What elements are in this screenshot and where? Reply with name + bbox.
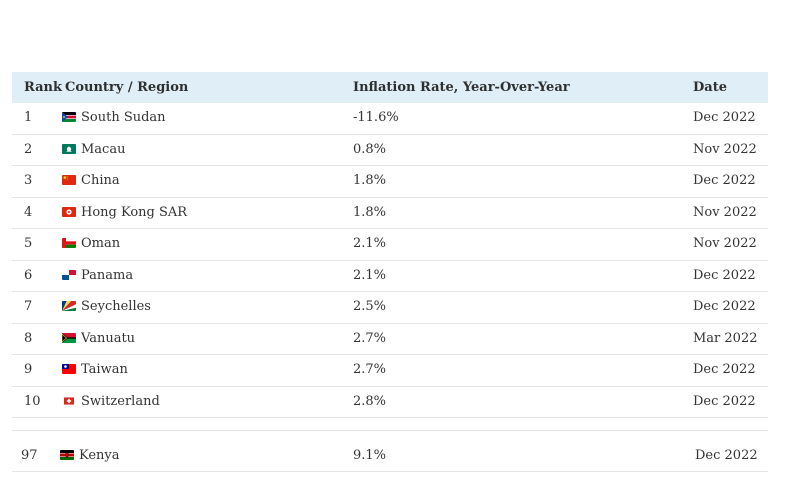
country-name[interactable]: Vanuatu bbox=[81, 330, 136, 346]
country-cell[interactable]: South Sudan bbox=[62, 103, 166, 133]
rank-cell: 2 bbox=[24, 141, 33, 157]
date-cell: Dec 2022 bbox=[693, 362, 756, 377]
country-cell[interactable]: Switzerland bbox=[62, 387, 160, 417]
date-cell: Dec 2022 bbox=[693, 110, 756, 125]
rate-cell: 2.1% bbox=[353, 267, 387, 283]
header-country[interactable]: Country / Region bbox=[65, 80, 189, 95]
country-cell[interactable]: Seychelles bbox=[62, 292, 151, 322]
rate-cell: 2.8% bbox=[353, 393, 387, 409]
country-cell[interactable]: Macau bbox=[62, 135, 125, 165]
china-flag-icon bbox=[62, 175, 76, 185]
date-cell: Dec 2022 bbox=[693, 173, 756, 188]
country-cell[interactable]: Oman bbox=[62, 229, 120, 259]
table-row: 5 Oman 2.1% Nov 2022 bbox=[12, 229, 768, 261]
country-cell[interactable]: Hong Kong SAR bbox=[62, 198, 187, 228]
rate-cell: -11.6% bbox=[353, 110, 399, 125]
country-name[interactable]: Macau bbox=[81, 141, 126, 157]
rate-cell: 9.1% bbox=[353, 448, 387, 463]
rate-cell: 1.8% bbox=[353, 173, 387, 188]
table-header: Rank Country / Region Inflation Rate, Ye… bbox=[12, 72, 768, 103]
rank-cell: 7 bbox=[24, 299, 33, 314]
table-row: 2 Macau 0.8% Nov 2022 bbox=[12, 135, 768, 166]
rate-cell: 2.7% bbox=[353, 330, 387, 346]
row-gap-divider bbox=[12, 418, 768, 431]
date-cell: Nov 2022 bbox=[693, 141, 757, 157]
oman-flag-icon bbox=[62, 238, 76, 248]
country-name[interactable]: Hong Kong SAR bbox=[81, 204, 188, 220]
date-cell: Mar 2022 bbox=[693, 330, 758, 346]
date-cell: Dec 2022 bbox=[695, 448, 758, 463]
rank-cell: 3 bbox=[24, 173, 33, 188]
country-name[interactable]: Seychelles bbox=[81, 299, 151, 314]
country-name[interactable]: Switzerland bbox=[81, 393, 160, 409]
date-cell: Dec 2022 bbox=[693, 393, 756, 409]
hong-kong-flag-icon bbox=[62, 206, 76, 217]
table-row: 8 Vanuatu 2.7% Mar 2022 bbox=[12, 324, 768, 355]
country-name[interactable]: Kenya bbox=[79, 448, 120, 463]
date-cell: Nov 2022 bbox=[693, 204, 757, 220]
south-sudan-flag-icon bbox=[62, 112, 76, 122]
kenya-flag-icon bbox=[60, 450, 74, 460]
country-name[interactable]: Taiwan bbox=[81, 362, 128, 377]
rank-cell: 4 bbox=[24, 204, 33, 220]
country-cell[interactable]: Kenya bbox=[60, 441, 120, 471]
rate-cell: 0.8% bbox=[353, 141, 387, 157]
rate-cell: 2.1% bbox=[353, 236, 387, 251]
rate-cell: 2.7% bbox=[353, 362, 387, 377]
rank-cell: 5 bbox=[24, 236, 33, 251]
macau-flag-icon bbox=[62, 143, 76, 154]
country-cell[interactable]: China bbox=[62, 166, 120, 196]
panama-flag-icon bbox=[62, 269, 76, 280]
taiwan-flag-icon bbox=[62, 364, 76, 374]
switzerland-flag-icon bbox=[64, 396, 74, 405]
date-cell: Dec 2022 bbox=[693, 267, 756, 283]
rank-cell: 97 bbox=[21, 448, 38, 463]
inflation-table: Rank Country / Region Inflation Rate, Ye… bbox=[12, 72, 768, 472]
country-name[interactable]: Oman bbox=[81, 236, 121, 251]
rank-cell: 9 bbox=[24, 362, 33, 377]
rank-cell: 1 bbox=[24, 110, 33, 125]
date-cell: Dec 2022 bbox=[693, 299, 756, 314]
vanuatu-flag-icon bbox=[62, 332, 76, 343]
table-row: 1 South Sudan -11.6% Dec 2022 bbox=[12, 103, 768, 135]
header-date[interactable]: Date bbox=[693, 80, 727, 95]
date-cell: Nov 2022 bbox=[693, 236, 757, 251]
country-name[interactable]: Panama bbox=[81, 267, 134, 283]
header-rank[interactable]: Rank bbox=[24, 80, 62, 95]
table-row: 10 Switzerland 2.8% Dec 2022 bbox=[12, 387, 768, 418]
table-row: 7 Seychelles 2.5% Dec 2022 bbox=[12, 292, 768, 324]
seychelles-flag-icon bbox=[62, 301, 76, 311]
rate-cell: 2.5% bbox=[353, 299, 387, 314]
country-name[interactable]: China bbox=[81, 173, 120, 188]
rank-cell: 10 bbox=[24, 393, 41, 409]
table-row: 4 Hong Kong SAR 1.8% Nov 2022 bbox=[12, 198, 768, 229]
rate-cell: 1.8% bbox=[353, 204, 387, 220]
country-cell[interactable]: Vanuatu bbox=[62, 324, 135, 354]
header-inflation-rate[interactable]: Inflation Rate, Year-Over-Year bbox=[353, 80, 570, 95]
country-cell[interactable]: Panama bbox=[62, 261, 133, 291]
table-row: 6 Panama 2.1% Dec 2022 bbox=[12, 261, 768, 292]
rank-cell: 6 bbox=[24, 267, 33, 283]
rank-cell: 8 bbox=[24, 330, 33, 346]
country-cell[interactable]: Taiwan bbox=[62, 355, 128, 385]
table-row: 97 Kenya 9.1% Dec 2022 bbox=[12, 441, 768, 472]
table-row: 9 Taiwan 2.7% Dec 2022 bbox=[12, 355, 768, 387]
table-row: 3 China 1.8% Dec 2022 bbox=[12, 166, 768, 198]
country-name[interactable]: South Sudan bbox=[81, 110, 166, 125]
